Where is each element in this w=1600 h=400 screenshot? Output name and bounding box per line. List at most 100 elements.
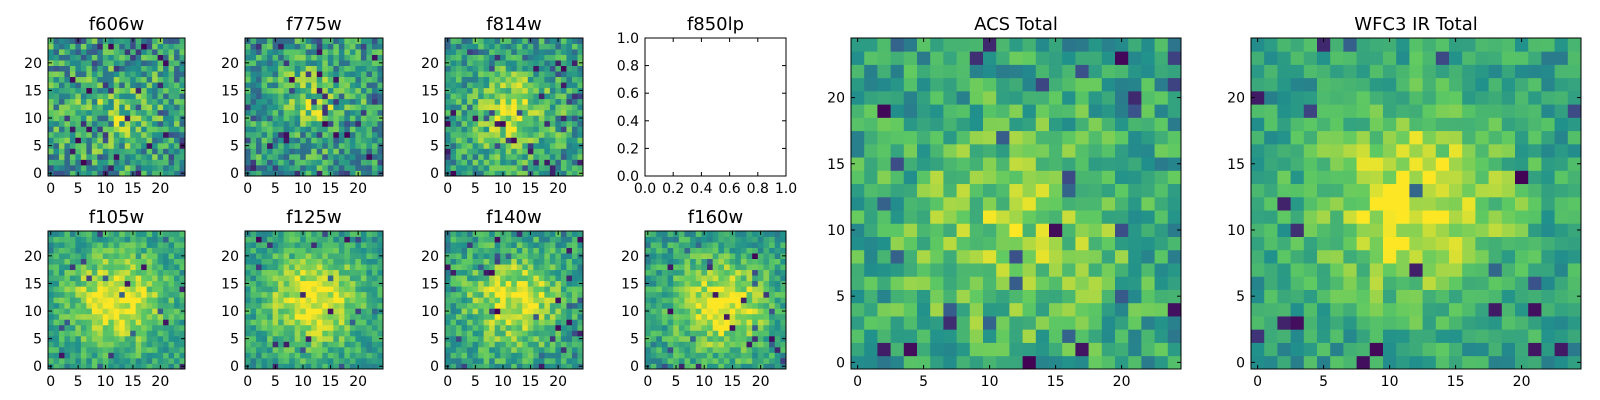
heatmap-cell	[673, 341, 680, 348]
heatmap-cell	[113, 258, 120, 265]
heatmap-cell	[566, 71, 573, 78]
heatmap-cell	[135, 126, 142, 133]
heatmap-cell	[338, 291, 345, 298]
heatmap-cell	[763, 302, 770, 309]
heatmap-cell	[763, 242, 770, 248]
heatmap-cell	[661, 302, 668, 309]
heatmap-cell	[566, 319, 573, 326]
heatmap-cell	[108, 286, 115, 293]
heatmap-cell	[494, 115, 501, 122]
x-tick-label: 0	[243, 374, 252, 390]
heatmap-cell	[146, 120, 153, 127]
heatmap-cell	[746, 258, 753, 265]
heatmap-cell	[673, 253, 680, 259]
heatmap-cell	[344, 148, 351, 155]
heatmap-cell	[174, 258, 180, 265]
heatmap-cell	[450, 269, 457, 276]
heatmap-cell	[527, 236, 534, 243]
heatmap-cell	[1035, 263, 1050, 277]
heatmap-cell	[538, 76, 545, 83]
heatmap-cell	[746, 357, 753, 364]
heatmap-cell	[516, 264, 523, 271]
heatmap-cell	[735, 269, 742, 276]
heatmap-cell	[245, 346, 251, 353]
heatmap-cell	[527, 109, 534, 116]
heatmap-cell	[157, 258, 164, 265]
heatmap-cell	[86, 148, 93, 155]
heatmap-cell	[560, 302, 567, 309]
heatmap-cell	[774, 253, 781, 259]
heatmap-cell	[483, 104, 490, 111]
heatmap-cell	[97, 346, 104, 353]
heatmap-cell	[250, 164, 257, 171]
heatmap-cell	[135, 297, 142, 304]
heatmap-cell	[678, 313, 685, 320]
heatmap-cell	[511, 346, 518, 353]
heatmap-cell	[494, 313, 501, 320]
heatmap-cell	[69, 153, 76, 160]
heatmap-cell	[645, 324, 652, 331]
heatmap-cell	[124, 313, 131, 320]
heatmap-cell	[58, 54, 65, 61]
heatmap-cell	[355, 104, 362, 111]
heatmap-cell	[75, 126, 82, 133]
heatmap-cell	[450, 82, 457, 89]
heatmap-cell	[566, 38, 573, 44]
heatmap-cell	[505, 335, 512, 342]
heatmap-cell	[707, 352, 714, 359]
heatmap-cell	[48, 82, 54, 89]
heatmap-cell	[58, 164, 65, 171]
heatmap-cell	[483, 324, 490, 331]
heatmap-cell	[157, 286, 164, 293]
heatmap-cell	[322, 82, 329, 89]
heatmap-cell	[483, 346, 490, 353]
heatmap-cell	[80, 275, 87, 282]
heatmap-cell	[327, 357, 334, 364]
heatmap-cell	[179, 164, 186, 171]
heatmap-cell	[735, 286, 742, 293]
heatmap-cell	[544, 71, 551, 78]
heatmap-cell	[75, 131, 82, 138]
heatmap-cell	[322, 93, 329, 100]
heatmap-cell	[245, 269, 251, 276]
heatmap-cell	[505, 115, 512, 122]
heatmap-cell	[360, 335, 367, 342]
heatmap-cell	[327, 291, 334, 298]
heatmap-cell	[80, 82, 87, 89]
heatmap-cell	[174, 54, 180, 61]
heatmap-cell	[511, 357, 518, 364]
heatmap-cell	[86, 236, 93, 243]
heatmap-cell	[294, 115, 301, 122]
heatmap-cell	[360, 352, 367, 359]
heatmap-cell	[91, 319, 98, 326]
heatmap-cell	[500, 115, 507, 122]
heatmap-cell	[135, 153, 142, 160]
heatmap-cell	[283, 54, 290, 61]
heatmap-cell	[141, 352, 148, 359]
heatmap-cell	[283, 242, 290, 248]
heatmap-cell	[377, 65, 384, 72]
heatmap-cell	[130, 82, 137, 89]
heatmap-cell	[450, 104, 457, 111]
heatmap-cell	[75, 269, 82, 276]
heatmap-cell	[511, 159, 518, 166]
heatmap-cell	[64, 258, 71, 265]
heatmap-cell	[450, 341, 457, 348]
heatmap-cell	[327, 275, 334, 282]
heatmap-cell	[494, 38, 501, 44]
heatmap-cell	[86, 164, 93, 171]
heatmap-cell	[472, 54, 479, 61]
heatmap-cell	[903, 302, 918, 317]
heatmap-cell	[461, 269, 468, 276]
heatmap-cell	[141, 258, 148, 265]
heatmap-cell	[544, 170, 551, 177]
heatmap-cell	[294, 137, 301, 144]
heatmap-cell	[1049, 276, 1063, 290]
heatmap-cell	[267, 297, 273, 304]
heatmap-cell	[261, 93, 268, 100]
heatmap-cell	[735, 324, 742, 331]
heatmap-cell	[740, 280, 747, 287]
heatmap-cell	[494, 269, 501, 276]
heatmap-cell	[86, 357, 93, 364]
heatmap-cell	[371, 335, 378, 342]
